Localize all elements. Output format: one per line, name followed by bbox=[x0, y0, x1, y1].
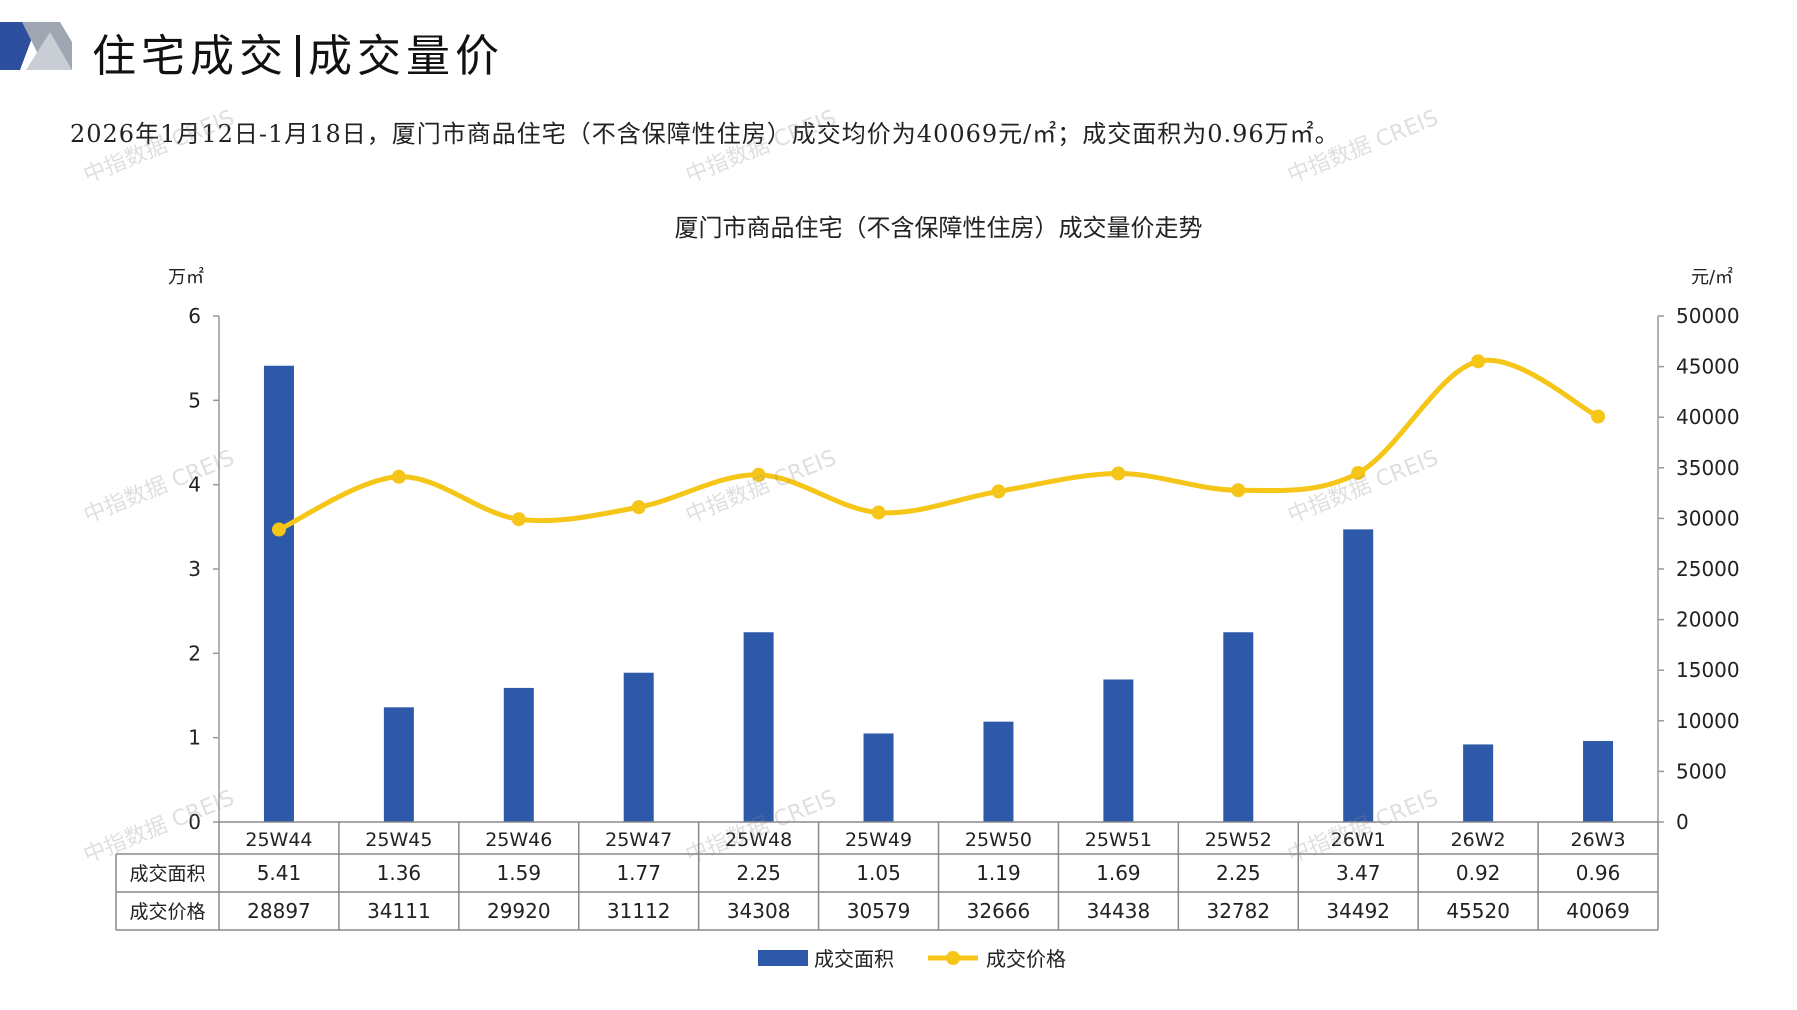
y-right-tick-label: 5000 bbox=[1676, 759, 1727, 783]
table-cell: 34438 bbox=[1087, 899, 1151, 923]
category-label: 25W47 bbox=[605, 829, 672, 851]
page-title-main: 住宅成交 bbox=[92, 31, 288, 82]
y-right-tick-label: 35000 bbox=[1676, 456, 1740, 480]
y-right-tick-label: 10000 bbox=[1676, 709, 1740, 733]
chart-title: 厦门市商品住宅（不含保障性住房）成交量价走势 bbox=[675, 214, 1203, 242]
category-label: 25W50 bbox=[965, 829, 1032, 851]
bar-25W45 bbox=[383, 707, 414, 822]
table-cell: 28897 bbox=[247, 899, 311, 923]
table-cell: 34492 bbox=[1326, 899, 1390, 923]
y-right-unit: 元/㎡ bbox=[1691, 266, 1733, 288]
bar-26W1 bbox=[1343, 529, 1374, 822]
price-point-25W50 bbox=[991, 484, 1006, 499]
y-left-tick-label: 2 bbox=[188, 641, 201, 665]
page-title-sub: 成交量价 bbox=[308, 31, 504, 82]
table-cell: 40069 bbox=[1566, 899, 1630, 923]
table-cell: 1.77 bbox=[616, 861, 661, 885]
table-row-label: 成交面积 bbox=[129, 863, 205, 885]
y-left-tick-label: 4 bbox=[188, 473, 201, 497]
price-point-25W44 bbox=[271, 522, 286, 537]
y-right-tick-label: 20000 bbox=[1676, 608, 1740, 632]
table-cell: 34111 bbox=[367, 899, 431, 923]
category-label: 25W45 bbox=[365, 829, 432, 851]
y-right-tick-label: 25000 bbox=[1676, 557, 1740, 581]
y-left-unit: 万㎡ bbox=[168, 266, 204, 288]
legend-bar-label: 成交面积 bbox=[814, 947, 894, 971]
price-point-25W51 bbox=[1111, 466, 1126, 481]
bar-25W48 bbox=[743, 632, 774, 822]
y-right-tick-label: 45000 bbox=[1676, 355, 1740, 379]
table-cell: 2.25 bbox=[1216, 861, 1261, 885]
title-separator bbox=[296, 35, 300, 77]
price-point-26W3 bbox=[1591, 409, 1606, 424]
category-label: 26W2 bbox=[1451, 829, 1506, 851]
bar-25W47 bbox=[623, 672, 654, 822]
y-right-tick-label: 40000 bbox=[1676, 405, 1740, 429]
table-cell: 1.19 bbox=[976, 861, 1021, 885]
y-right-tick-label: 50000 bbox=[1676, 304, 1740, 328]
bar-25W52 bbox=[1223, 632, 1254, 822]
table-cell: 3.47 bbox=[1336, 861, 1381, 885]
category-label: 25W48 bbox=[725, 829, 792, 851]
y-left-tick-label: 0 bbox=[188, 810, 201, 834]
header-decoration bbox=[0, 22, 72, 70]
price-point-26W1 bbox=[1351, 465, 1366, 480]
price-point-25W49 bbox=[871, 505, 886, 520]
legend-line-label: 成交价格 bbox=[986, 947, 1066, 971]
category-label: 25W46 bbox=[485, 829, 552, 851]
table-cell: 32782 bbox=[1206, 899, 1270, 923]
table-cell: 1.59 bbox=[497, 861, 542, 885]
table-cell: 0.92 bbox=[1456, 861, 1501, 885]
bar-26W2 bbox=[1463, 744, 1494, 822]
table-cell: 0.96 bbox=[1576, 861, 1621, 885]
y-left-tick-label: 6 bbox=[188, 304, 201, 328]
bar-25W50 bbox=[983, 721, 1014, 822]
y-left-tick-label: 3 bbox=[188, 557, 201, 581]
bar-26W3 bbox=[1583, 741, 1614, 822]
summary-text: 2026年1月12日-1月18日，厦门市商品住宅（不含保障性住房）成交均价为40… bbox=[70, 120, 1340, 148]
y-left-tick-label: 5 bbox=[188, 388, 201, 412]
category-label: 26W3 bbox=[1571, 829, 1626, 851]
table-cell: 29920 bbox=[487, 899, 551, 923]
price-point-25W48 bbox=[751, 467, 766, 482]
table-cell: 1.69 bbox=[1096, 861, 1141, 885]
legend-line-marker bbox=[946, 951, 960, 965]
price-point-25W46 bbox=[511, 512, 526, 527]
table-row-label: 成交价格 bbox=[129, 901, 205, 923]
category-label: 25W51 bbox=[1085, 829, 1152, 851]
y-right-tick-label: 0 bbox=[1676, 810, 1689, 834]
bar-25W51 bbox=[1103, 679, 1134, 822]
y-right-tick-label: 15000 bbox=[1676, 658, 1740, 682]
bar-25W44 bbox=[263, 365, 294, 822]
table-cell: 31112 bbox=[607, 899, 671, 923]
table-cell: 30579 bbox=[847, 899, 911, 923]
price-point-25W45 bbox=[391, 469, 406, 484]
legend-bar-swatch bbox=[758, 950, 808, 966]
table-cell: 1.05 bbox=[856, 861, 901, 885]
category-label: 25W44 bbox=[245, 829, 312, 851]
y-right-tick-label: 30000 bbox=[1676, 506, 1740, 530]
page-title: 住宅成交 成交量价 bbox=[92, 20, 504, 84]
price-point-26W2 bbox=[1471, 354, 1486, 369]
price-point-25W52 bbox=[1231, 483, 1246, 498]
table-cell: 1.36 bbox=[377, 861, 422, 885]
table-cell: 45520 bbox=[1446, 899, 1510, 923]
category-label: 26W1 bbox=[1331, 829, 1386, 851]
table-cell: 2.25 bbox=[736, 861, 781, 885]
price-line bbox=[277, 357, 1600, 532]
price-point-25W47 bbox=[631, 500, 646, 515]
bar-25W49 bbox=[863, 733, 894, 822]
table-cell: 34308 bbox=[727, 899, 791, 923]
y-left-tick-label: 1 bbox=[188, 726, 201, 750]
category-label: 25W52 bbox=[1205, 829, 1272, 851]
bar-25W46 bbox=[503, 687, 534, 822]
table-cell: 32666 bbox=[967, 899, 1031, 923]
category-label: 25W49 bbox=[845, 829, 912, 851]
table-cell: 5.41 bbox=[257, 861, 302, 885]
